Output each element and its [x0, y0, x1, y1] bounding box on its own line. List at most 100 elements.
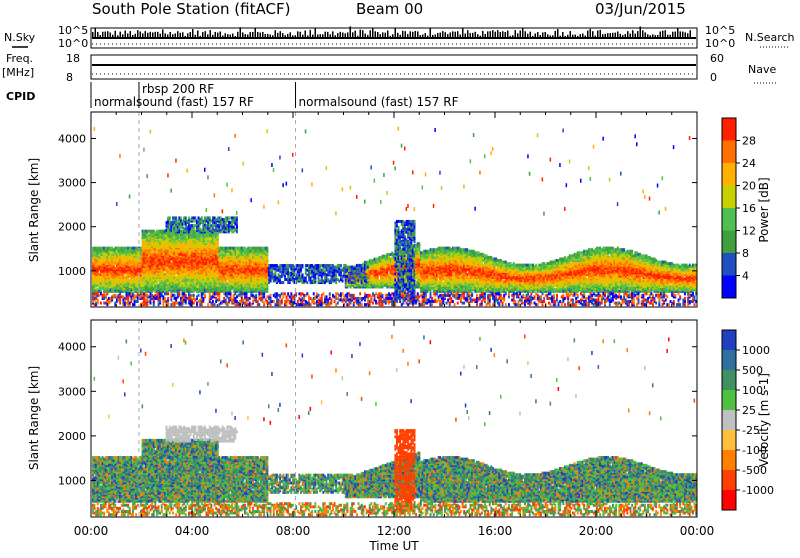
data-cell — [218, 262, 221, 266]
data-cell — [207, 243, 210, 247]
data-cell — [269, 265, 272, 269]
data-cell — [293, 265, 296, 269]
data-cell — [245, 252, 248, 256]
data-cell — [232, 252, 235, 256]
data-cell — [175, 277, 178, 281]
nsky-bar — [104, 31, 106, 38]
data-cell — [156, 292, 158, 296]
data-cell — [180, 249, 182, 253]
data-cell — [199, 271, 202, 275]
nsky-bar — [184, 35, 186, 38]
data-cell — [109, 266, 112, 270]
data-cell — [199, 298, 202, 302]
scatter-point — [272, 167, 275, 172]
data-cell — [93, 262, 96, 266]
data-cell — [164, 288, 166, 292]
data-cell — [288, 265, 291, 269]
data-cell — [117, 274, 120, 278]
data-cell — [220, 260, 222, 264]
data-cell — [242, 277, 245, 281]
nsky-bar — [474, 31, 476, 38]
data-cell — [160, 260, 163, 264]
data-cell — [132, 248, 134, 252]
data-cell — [188, 252, 190, 256]
data-cell — [144, 255, 147, 259]
data-cell — [106, 298, 109, 302]
data-cell — [196, 235, 198, 239]
data-cell — [200, 303, 203, 307]
data-cell — [266, 282, 269, 286]
nsky-bar — [434, 34, 436, 38]
data-cell — [167, 296, 170, 300]
data-cell — [178, 271, 181, 275]
data-cell — [165, 232, 168, 236]
data-cell — [255, 279, 258, 283]
data-cell — [221, 285, 224, 289]
data-cell — [245, 275, 248, 279]
data-cell — [130, 262, 133, 266]
data-cell — [216, 252, 219, 256]
data-cell — [160, 268, 163, 272]
data-cell — [160, 229, 163, 233]
data-cell — [146, 245, 149, 249]
data-cell — [213, 293, 216, 297]
data-cell — [96, 268, 99, 272]
data-cell — [207, 248, 210, 252]
data-cell — [106, 257, 109, 261]
data-cell — [138, 283, 141, 287]
data-cell — [160, 265, 163, 269]
data-cell — [223, 252, 226, 256]
nsky-bar — [499, 31, 501, 38]
data-cell — [247, 257, 250, 261]
data-cell — [164, 238, 166, 242]
data-cell — [96, 255, 99, 259]
data-cell — [92, 260, 94, 264]
data-cell — [152, 286, 155, 290]
data-cell — [261, 262, 264, 266]
data-cell — [141, 248, 144, 252]
data-cell — [224, 230, 227, 234]
data-cell — [210, 254, 213, 258]
data-cell — [253, 269, 256, 273]
data-cell — [202, 243, 205, 247]
data-cell — [114, 289, 117, 293]
data-cell — [311, 300, 314, 304]
data-cell — [255, 252, 258, 256]
data-cell — [114, 248, 117, 252]
data-cell — [192, 255, 195, 259]
data-cell — [109, 246, 112, 250]
data-cell — [255, 271, 258, 275]
data-cell — [248, 255, 251, 259]
data-cell — [276, 281, 278, 285]
data-cell — [130, 275, 133, 279]
data-cell — [210, 279, 213, 283]
data-cell — [180, 283, 182, 287]
data-cell — [239, 272, 242, 276]
data-cell — [312, 271, 315, 275]
data-cell — [95, 296, 98, 300]
data-cell — [199, 300, 202, 304]
data-cell — [132, 293, 134, 297]
data-cell — [127, 288, 130, 292]
data-cell — [208, 263, 211, 267]
data-cell — [148, 282, 150, 286]
data-cell — [216, 249, 219, 253]
scatter-point — [266, 129, 268, 134]
data-cell — [317, 267, 320, 271]
nsky-bar — [149, 31, 151, 38]
data-cell — [234, 246, 237, 250]
data-cell — [183, 257, 186, 261]
data-cell — [132, 266, 134, 270]
data-cell — [178, 242, 181, 246]
data-cell — [239, 293, 242, 297]
data-cell — [103, 283, 106, 287]
data-cell — [335, 281, 338, 285]
data-cell — [124, 277, 126, 281]
data-cell — [210, 232, 213, 236]
data-cell — [183, 265, 186, 269]
data-cell — [224, 280, 227, 284]
data-cell — [136, 274, 139, 278]
data-cell — [197, 217, 200, 221]
data-cell — [245, 254, 248, 258]
data-cell — [167, 263, 170, 267]
